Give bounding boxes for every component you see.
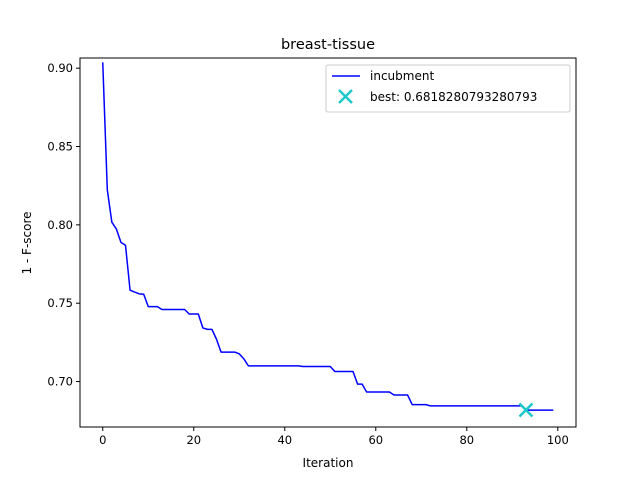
axes-background xyxy=(80,58,576,427)
x-tick-label: 20 xyxy=(186,433,201,447)
x-tick-label: 100 xyxy=(547,433,569,447)
plot-area xyxy=(79,57,577,428)
series-line-incubment xyxy=(102,62,554,411)
legend-frame xyxy=(325,64,571,113)
legend-marker-swatch xyxy=(338,89,353,104)
y-tick-label: 0.75 xyxy=(47,296,73,310)
x-axis-label: Iteration xyxy=(303,456,354,470)
legend-label-incubment: incubment xyxy=(370,69,434,83)
chart-title: breast-tissue xyxy=(281,37,375,53)
y-tick-label: 0.70 xyxy=(47,375,73,389)
y-axis-label: 1 - F-score xyxy=(20,211,34,274)
y-tick-label: 0.90 xyxy=(47,61,73,75)
x-tick-label: 80 xyxy=(459,433,474,447)
axes-frame xyxy=(79,57,577,428)
best-point-marker xyxy=(518,402,534,418)
y-axis-ticks: 0.70 0.75 0.80 0.85 0.90 xyxy=(47,61,80,389)
x-tick-label: 40 xyxy=(277,433,292,447)
legend: incubment best: 0.6818280793280793 xyxy=(325,64,571,113)
legend-label-best: best: 0.6818280793280793 xyxy=(370,90,537,104)
best-marker-stroke-b xyxy=(518,402,534,418)
x-tick-label: 0 xyxy=(99,433,106,447)
x-tick-label: 60 xyxy=(368,433,383,447)
x-axis-ticks: 0 20 40 60 80 100 xyxy=(99,427,569,447)
y-tick-label: 0.80 xyxy=(47,218,73,232)
y-tick-label: 0.85 xyxy=(47,140,73,154)
